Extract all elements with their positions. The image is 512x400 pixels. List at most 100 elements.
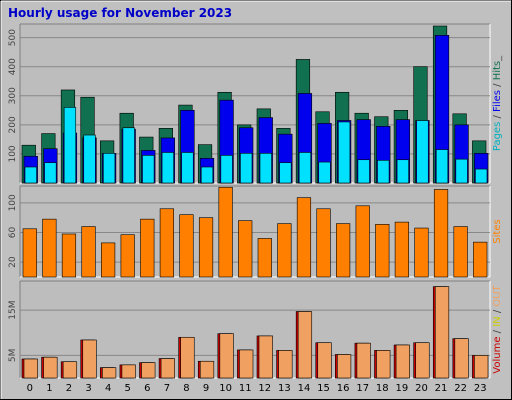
bar-top-pages-6: [142, 155, 155, 184]
legend-middle: Sites: [492, 219, 503, 243]
bar-top-pages-7: [161, 152, 174, 184]
bar-middle-sites-12: [257, 238, 272, 278]
bar-bottom-out-20: [415, 342, 430, 379]
bar-top-pages-20: [416, 120, 429, 184]
bar-middle-sites-7: [159, 208, 174, 278]
bar-top-pages-11: [240, 153, 253, 184]
bar-bottom-out-18: [376, 350, 391, 379]
bar-bottom-out-14: [297, 311, 313, 379]
bar-middle-sites-5: [120, 234, 135, 278]
bar-top-pages-14: [298, 152, 312, 184]
legend-bottom: Volume / IN / OUT: [492, 284, 503, 373]
legend-entry: Pages: [492, 122, 503, 151]
legend-entry: /: [492, 112, 503, 122]
x-tick-label: 0: [27, 383, 33, 394]
bar-middle-sites-8: [179, 214, 194, 278]
y-tick-label: 200: [8, 116, 18, 133]
bar-middle-sites-2: [61, 233, 77, 278]
bar-bottom-out-11: [239, 349, 254, 379]
bar-bottom-out-1: [43, 356, 58, 379]
bar-middle-sites-20: [414, 227, 429, 278]
bar-middle-sites-16: [336, 223, 351, 278]
y-tick-label: 15M: [8, 301, 18, 320]
bar-bottom-out-9: [199, 360, 215, 379]
x-tick-label: 9: [203, 383, 209, 394]
bar-top-pages-10: [220, 155, 233, 184]
x-tick-label: 10: [219, 383, 232, 394]
x-tick-label: 23: [474, 383, 487, 394]
bar-top-pages-0: [24, 166, 37, 184]
bar-bottom-out-3: [82, 339, 97, 379]
x-tick-label: 7: [164, 383, 170, 394]
panel-bottom: 5M 15M Volume / IN / OUT: [8, 280, 503, 379]
bar-top-pages-3: [83, 134, 96, 184]
x-tick-label: 15: [317, 383, 330, 394]
x-tick-label: 16: [337, 383, 350, 394]
bar-top-pages-2: [63, 107, 77, 184]
bar-middle-sites-21: [433, 189, 449, 278]
x-tick-label: 14: [298, 383, 311, 394]
bar-middle-sites-10: [218, 186, 233, 278]
y-tick-label: 100: [8, 145, 18, 162]
legend-entry: _: [492, 55, 503, 62]
x-tick-label: 19: [396, 383, 409, 394]
bar-bottom-out-13: [278, 350, 293, 379]
x-tick-label: 1: [46, 383, 52, 394]
bar-bottom-out-21: [434, 286, 450, 379]
x-tick-label: 6: [144, 383, 150, 394]
bar-middle-sites-11: [238, 220, 253, 278]
bar-middle-sites-15: [316, 208, 331, 278]
chart-title: Hourly usage for November 2023: [8, 6, 233, 20]
legend-entry: OUT: [492, 284, 503, 306]
bar-bottom-out-7: [160, 358, 175, 379]
bar-middle-sites-23: [473, 241, 488, 278]
bar-middle-sites-14: [296, 197, 312, 278]
bar-top-pages-1: [44, 162, 57, 184]
legend-entry: Hits: [492, 61, 503, 80]
bar-middle-sites-13: [277, 223, 292, 278]
bar-middle-sites-19: [394, 221, 409, 278]
bar-bottom-out-0: [23, 358, 38, 379]
y-tick-label: 500: [8, 29, 18, 46]
bar-bottom-out-22: [454, 338, 469, 379]
legend-top: Pages / Files / Hits_: [492, 55, 503, 151]
x-tick-label: 21: [435, 383, 448, 394]
bar-top-pages-17: [357, 159, 370, 184]
x-tick-label: 20: [415, 383, 428, 394]
bar-top-pages-15: [318, 161, 331, 184]
bar-top-pages-5: [122, 127, 135, 184]
bar-top-pages-16: [338, 121, 351, 184]
bar-middle-sites-9: [198, 217, 214, 278]
bar-top-pages-8: [181, 152, 194, 184]
legend-entry: /: [492, 80, 503, 90]
bar-top-pages-4: [103, 153, 116, 184]
bar-top-pages-13: [279, 162, 292, 184]
bar-bottom-out-2: [62, 361, 78, 379]
y-tick-label: 400: [8, 58, 18, 75]
y-tick-label: 20: [8, 256, 18, 268]
legend-entry: /: [492, 307, 503, 317]
bar-middle-sites-0: [22, 228, 37, 278]
bar-middle-sites-4: [101, 242, 116, 278]
legend-entry: /: [492, 327, 503, 337]
x-tick-label: 17: [356, 383, 369, 394]
bar-bottom-out-8: [180, 336, 195, 379]
legend-entry: IN: [492, 316, 503, 326]
bar-bottom-out-4: [102, 367, 117, 379]
panel-middle: 20 60 100 Sites: [8, 185, 503, 278]
bar-bottom-out-23: [474, 355, 489, 379]
bar-bottom-out-12: [258, 335, 273, 379]
bar-bottom-out-10: [219, 333, 234, 379]
bar-bottom-out-16: [337, 354, 352, 379]
bar-middle-sites-18: [375, 224, 390, 278]
bar-bottom-out-5: [121, 364, 136, 379]
bar-bottom-out-6: [141, 362, 156, 379]
y-tick-label: 100: [8, 194, 18, 211]
legend-entry: Volume: [492, 337, 503, 374]
bar-bottom-out-17: [356, 342, 371, 379]
bar-bottom-out-19: [395, 344, 410, 379]
x-tick-label: 5: [125, 383, 131, 394]
x-tick-label: 3: [85, 383, 91, 394]
